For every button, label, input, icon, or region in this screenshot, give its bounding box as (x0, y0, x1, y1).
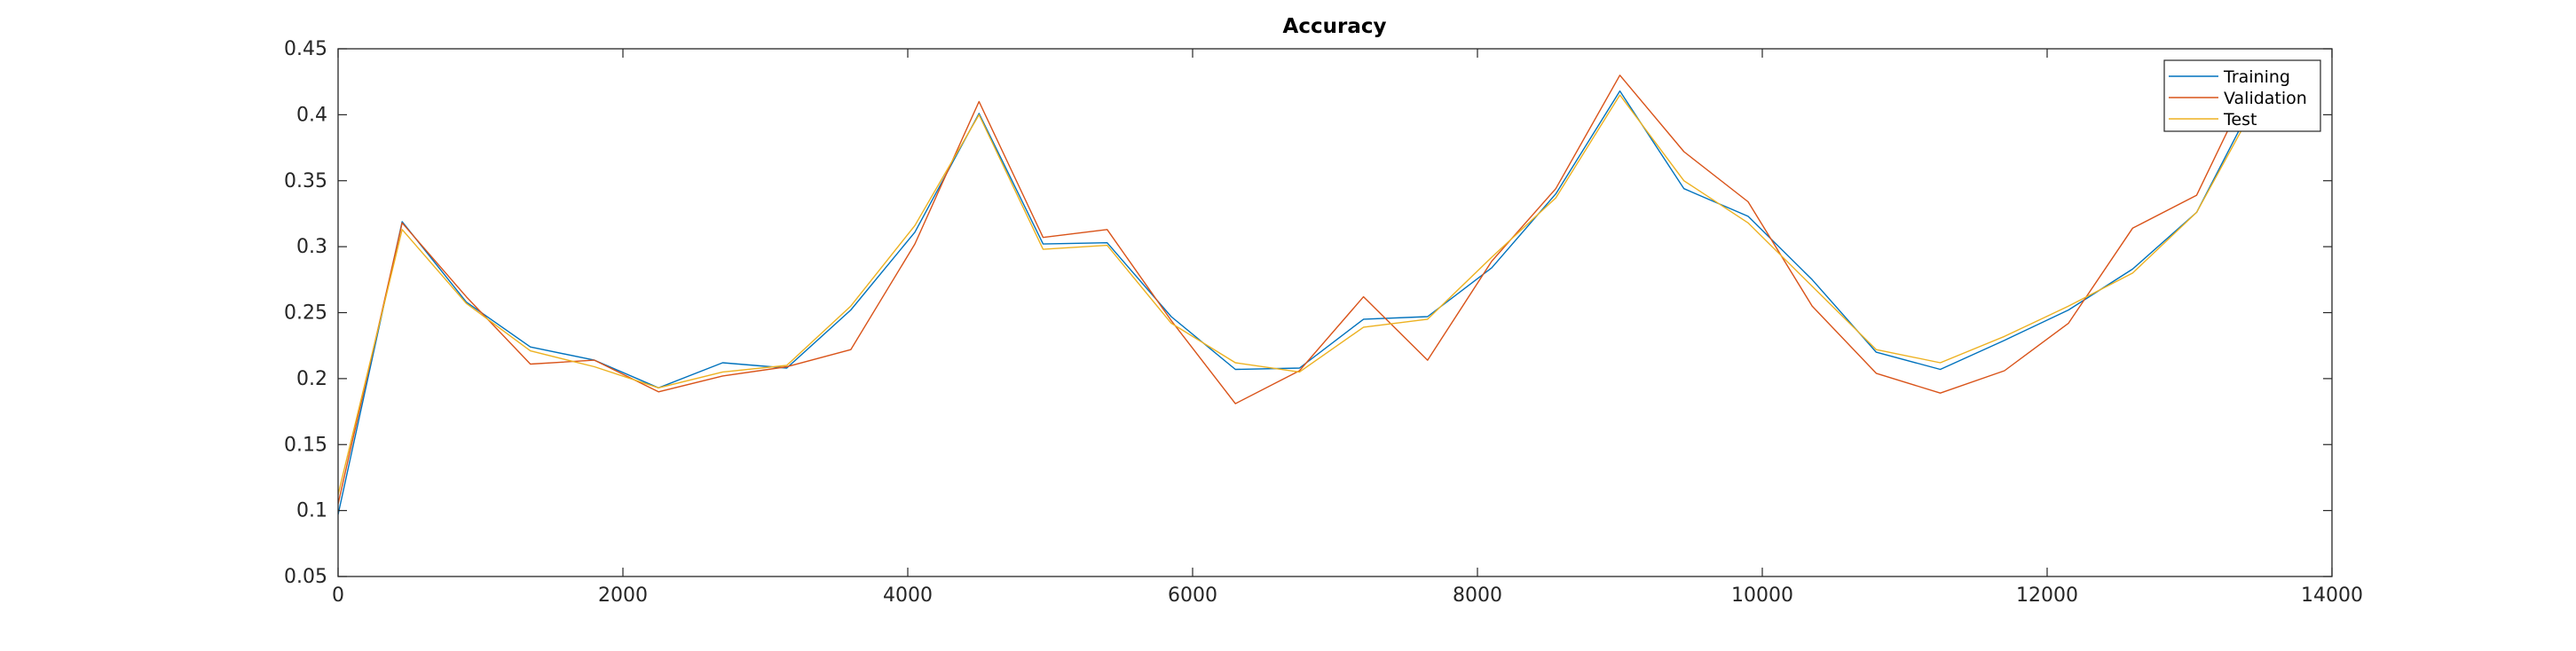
x-tick-label: 10000 (1731, 584, 1793, 607)
chart-title: Accuracy (1283, 15, 1387, 38)
x-tick-label: 8000 (1453, 584, 1502, 607)
y-tick-label: 0.15 (284, 434, 327, 456)
legend-label-test: Test (2223, 110, 2257, 129)
x-tick-label: 14000 (2301, 584, 2363, 607)
y-tick-label: 0.3 (296, 236, 327, 258)
y-tick-label: 0.05 (284, 566, 327, 588)
y-tick-label: 0.1 (296, 500, 327, 522)
legend-label-training: Training (2223, 67, 2290, 87)
legend: Training Validation Test (2163, 59, 2321, 132)
y-tick-label: 0.35 (284, 170, 327, 192)
x-tick-label: 2000 (598, 584, 648, 607)
y-tick-label: 0.45 (284, 38, 327, 60)
series-layer (338, 61, 2262, 515)
y-tick-label: 0.25 (284, 302, 327, 325)
series-line-test (338, 94, 2262, 495)
x-tick-label: 0 (332, 584, 344, 607)
x-axis: 0 2000 4000 6000 8000 10000 12000 14000 (332, 49, 2363, 607)
x-tick-label: 12000 (2016, 584, 2078, 607)
series-line-validation (338, 61, 2262, 505)
x-tick-label: 4000 (883, 584, 933, 607)
legend-label-validation: Validation (2224, 89, 2307, 108)
y-tick-label: 0.2 (296, 368, 327, 390)
plot-area (338, 49, 2332, 576)
x-tick-label: 6000 (1168, 584, 1217, 607)
y-tick-label: 0.4 (296, 104, 327, 126)
y-axis: 0.05 0.1 0.15 0.2 0.25 0.3 0.35 0.4 0.45 (284, 38, 2332, 588)
